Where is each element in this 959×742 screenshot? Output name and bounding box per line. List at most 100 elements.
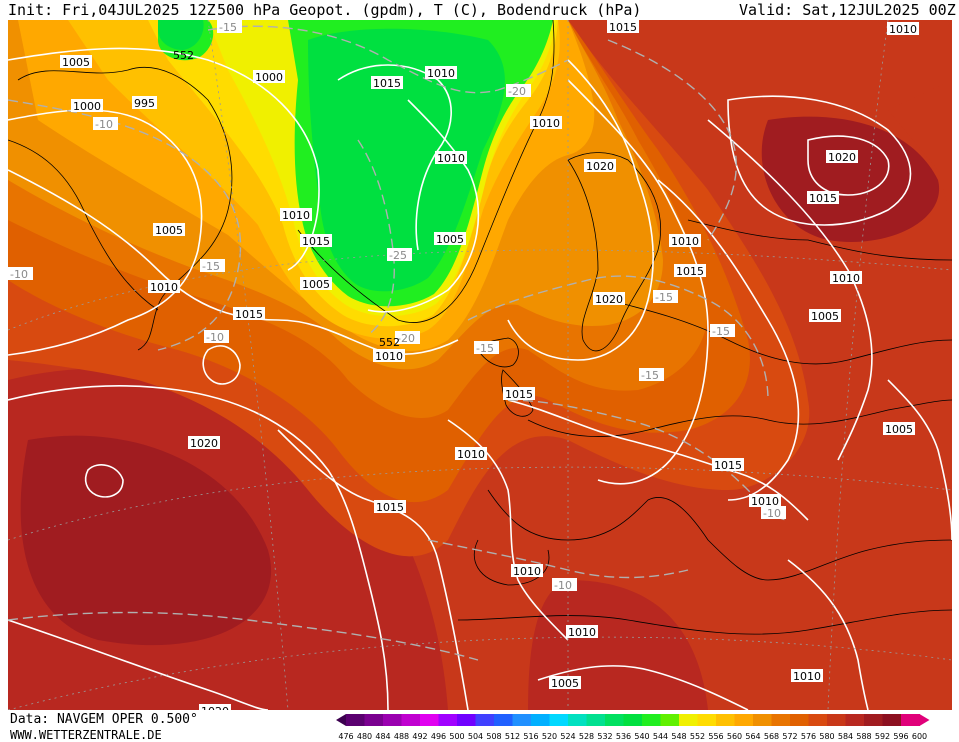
temperature-label-box	[474, 341, 499, 354]
legend-swatch	[660, 714, 680, 726]
legend-swatch	[623, 714, 643, 726]
temperature-label-box	[639, 368, 664, 381]
isobar-label-box	[153, 223, 185, 236]
isobar-label-box	[511, 564, 543, 577]
isobar-label: 1000	[73, 100, 101, 113]
legend-tick-label: 580	[819, 732, 834, 741]
isobar-label-box	[593, 292, 625, 305]
legend-tick-label: 540	[634, 732, 649, 741]
height-labels: 552 552	[173, 49, 400, 349]
isobar-label: 1005	[551, 677, 579, 690]
isobar-label-box	[148, 280, 180, 293]
isobar-label-box	[607, 20, 639, 33]
isobar-label: 1000	[255, 71, 283, 84]
isobar-label-box	[435, 151, 467, 164]
isobar-label-box	[199, 704, 231, 710]
legend-tick-label: 520	[542, 732, 557, 741]
legend-swatch	[586, 714, 606, 726]
temperature-label: -10	[95, 118, 113, 131]
isobar-label: 1005	[302, 278, 330, 291]
legend-tick-label: 596	[893, 732, 908, 741]
isobar-label-box	[669, 234, 701, 247]
isobar-label-box	[584, 159, 616, 172]
legend-tick-label: 572	[782, 732, 797, 741]
isobar-label: 1010	[375, 350, 403, 363]
isobar-label-box	[530, 116, 562, 129]
graticule	[8, 20, 952, 710]
isobar-label: 1010	[793, 670, 821, 683]
legend-swatch	[882, 714, 902, 726]
isobar-label: 1010	[568, 626, 596, 639]
isobar-label-box	[807, 191, 839, 204]
isobar-label: 1010	[513, 565, 541, 578]
isobar-label: 1005	[436, 233, 464, 246]
legend-tick-label: 564	[745, 732, 760, 741]
legend-swatch	[383, 714, 402, 726]
temperature-label: -15	[219, 21, 237, 34]
legend-swatch	[494, 714, 513, 726]
isobar-label-box	[71, 99, 103, 112]
isobar-label-box	[280, 208, 312, 221]
website-credit: WWW.WETTERZENTRALE.DE	[10, 728, 162, 742]
legend-swatch	[864, 714, 883, 726]
legend-tick-label: 476	[338, 732, 353, 741]
legend-swatch	[512, 714, 532, 726]
isobar-label: 995	[134, 97, 155, 110]
legend-swatch	[808, 714, 828, 726]
isobar-label: 1015	[609, 21, 637, 34]
legend-tick-label: 552	[690, 732, 705, 741]
legend-tick-label: 492	[412, 732, 427, 741]
legend-tick-label: 532	[597, 732, 612, 741]
map-header: Init: Fri,04JUL2025 12Z 500 hPa Geopot. …	[0, 0, 959, 20]
legend-swatch	[827, 714, 846, 726]
weather-map: 1005 1000 1000 995 1015 1010 1010 1010 1020 1020 1…	[8, 20, 952, 710]
isobar-label-box	[455, 447, 487, 460]
temperature-label: -10	[10, 268, 28, 281]
isobar-label-box	[830, 271, 862, 284]
temperature-label: -20	[508, 85, 526, 98]
isobar-label: 1010	[832, 272, 860, 285]
legend-tick-label: 516	[523, 732, 538, 741]
temperature-label-box	[217, 20, 242, 33]
legend-swatch	[753, 714, 772, 726]
temperature-label-box	[761, 506, 786, 519]
isobar-label: 1010	[751, 495, 779, 508]
isobar-label: 1005	[62, 56, 90, 69]
legend-max-arrow	[919, 714, 930, 726]
isobar-label-box	[300, 234, 332, 247]
legend-swatch	[901, 714, 920, 726]
isobar-label: 1015	[376, 501, 404, 514]
legend-swatch	[549, 714, 569, 726]
isobar-label: 1015	[809, 192, 837, 205]
isobar-label-box	[749, 494, 781, 507]
isobar-label-box	[883, 422, 915, 435]
legend-min-arrow	[336, 714, 346, 726]
isobar-label-box	[374, 500, 406, 513]
temperature-label: -15	[476, 342, 494, 355]
legend-tick-label: 524	[560, 732, 575, 741]
legend-swatch	[346, 714, 365, 726]
legend-swatch	[420, 714, 439, 726]
isobar-label: 1015	[302, 235, 330, 248]
init-time: Init: Fri,04JUL2025 12Z	[8, 1, 216, 19]
isobar-label-box	[371, 76, 403, 89]
temperature-label: -20	[397, 332, 415, 345]
temperature-label: -15	[641, 369, 659, 382]
isobar-label-box	[826, 150, 858, 163]
isobar-label: 1020	[586, 160, 614, 173]
legend-tick-label: 528	[579, 732, 594, 741]
height-label: 552	[379, 336, 400, 349]
temperature-label: -10	[206, 331, 224, 344]
isobar-label: 1015	[235, 308, 263, 321]
legend-tick-label: 600	[912, 732, 927, 741]
legend-tick-label: 556	[708, 732, 723, 741]
temperature-label-box	[506, 84, 531, 97]
temperature-label-box	[8, 267, 33, 280]
isobar-label-box	[434, 232, 466, 245]
isobar-label-box	[300, 277, 332, 290]
isobar-label: 1015	[505, 388, 533, 401]
isobar-label-box	[425, 66, 457, 79]
legend-swatch	[845, 714, 865, 726]
legend-tick-label: 544	[653, 732, 668, 741]
isobar-label: 1010	[457, 448, 485, 461]
